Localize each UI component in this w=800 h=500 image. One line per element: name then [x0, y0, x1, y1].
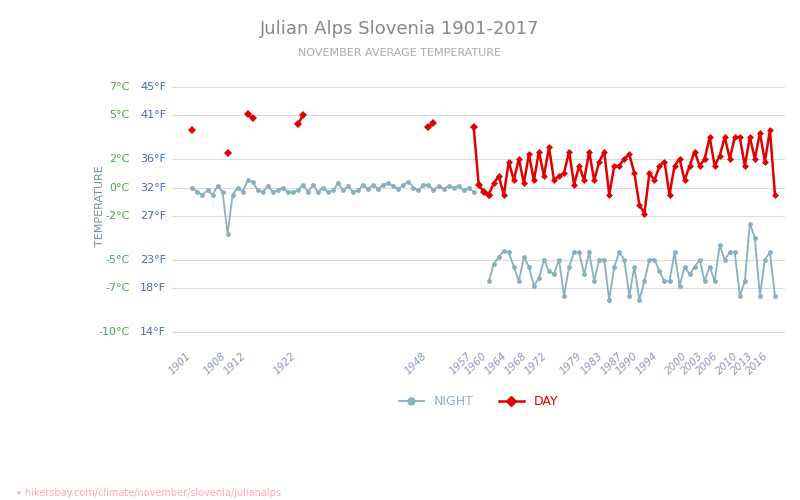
Text: 32°F: 32°F [140, 182, 166, 192]
Text: 0°C: 0°C [110, 182, 130, 192]
Text: 27°F: 27°F [140, 212, 166, 222]
Text: -2°C: -2°C [105, 212, 130, 222]
Text: -10°C: -10°C [98, 326, 130, 336]
Text: NOVEMBER AVERAGE TEMPERATURE: NOVEMBER AVERAGE TEMPERATURE [298, 48, 502, 58]
Y-axis label: TEMPERATURE: TEMPERATURE [95, 165, 105, 246]
Text: -5°C: -5°C [106, 254, 130, 264]
Text: 18°F: 18°F [140, 284, 166, 294]
Text: 7°C: 7°C [109, 82, 130, 92]
Text: 41°F: 41°F [140, 110, 166, 120]
Text: 2°C: 2°C [109, 154, 130, 164]
Text: Julian Alps Slovenia 1901-2017: Julian Alps Slovenia 1901-2017 [260, 20, 540, 38]
Text: 5°C: 5°C [110, 110, 130, 120]
Text: -7°C: -7°C [105, 284, 130, 294]
Text: 36°F: 36°F [140, 154, 166, 164]
Text: 23°F: 23°F [140, 254, 166, 264]
Text: • hikersbay.com/climate/november/slovenia/julianalps: • hikersbay.com/climate/november/sloveni… [16, 488, 281, 498]
Text: 45°F: 45°F [140, 82, 166, 92]
Legend: NIGHT, DAY: NIGHT, DAY [394, 390, 563, 413]
Text: 14°F: 14°F [140, 326, 166, 336]
